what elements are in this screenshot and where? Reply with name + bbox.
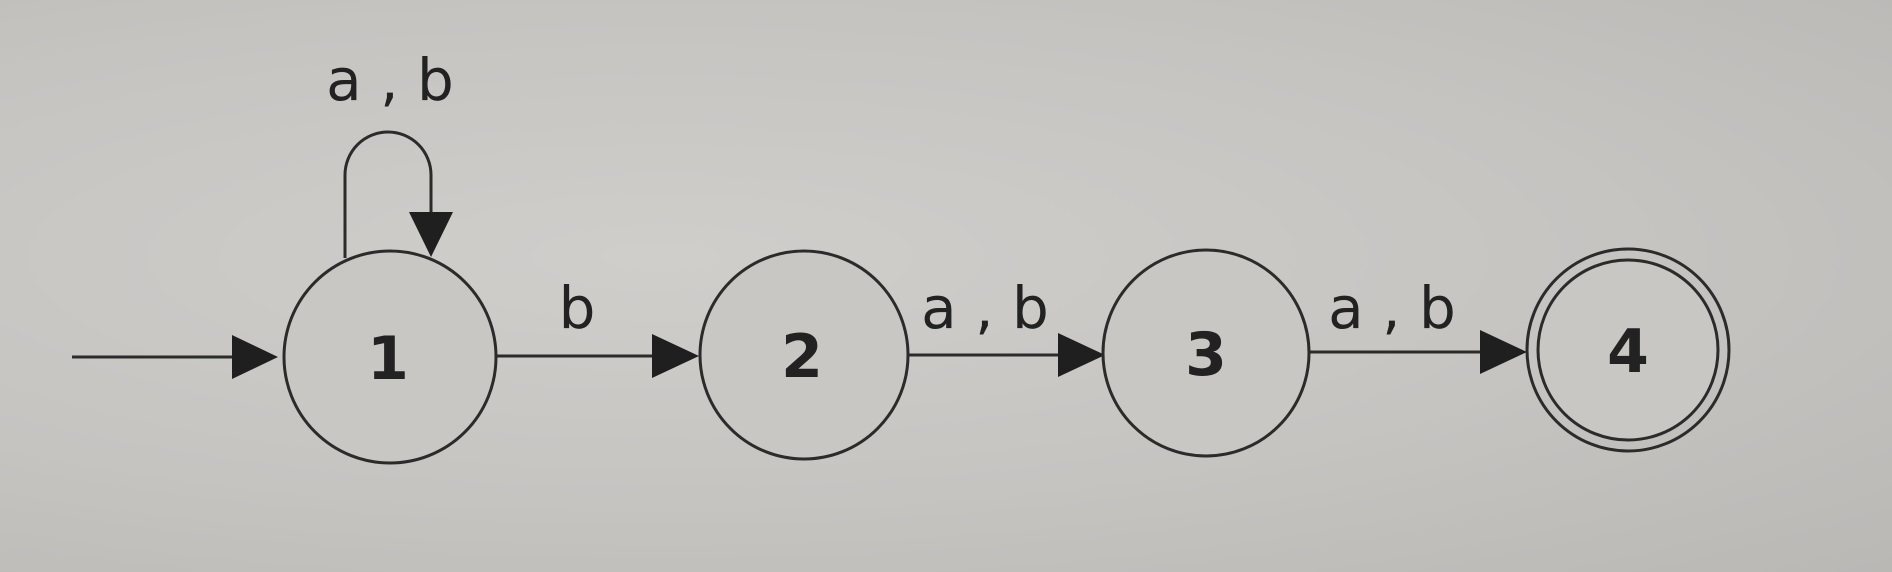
edge-2-to-3	[908, 333, 1105, 377]
edge-2-3-label: a , b	[921, 274, 1049, 342]
edge-3-to-4	[1308, 330, 1527, 374]
state-3: 3	[1101, 248, 1311, 458]
start-arrow	[72, 335, 278, 379]
edge-1-to-2	[497, 334, 699, 378]
state-2: 2	[698, 249, 910, 461]
state-4-label: 4	[1607, 317, 1649, 387]
self-loop-label: a , b	[326, 46, 454, 114]
self-loop-edge	[343, 130, 453, 258]
edge-3-4-label: a , b	[1328, 274, 1456, 342]
state-1-label: 1	[367, 324, 409, 394]
state-3-label: 3	[1185, 320, 1227, 390]
state-2-label: 2	[781, 322, 823, 392]
edge-1-2-label: b	[559, 274, 596, 342]
state-1: 1	[282, 249, 498, 465]
state-4-accepting: 4	[1525, 247, 1731, 453]
